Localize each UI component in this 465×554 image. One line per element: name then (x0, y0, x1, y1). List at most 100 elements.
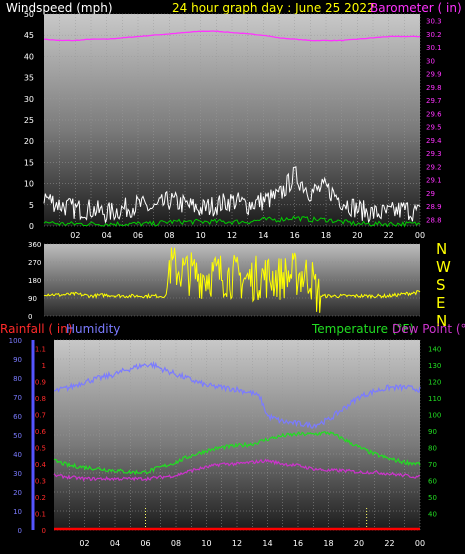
windspeed-tick-9: 45 (24, 31, 34, 40)
windspeed-tick-10: 50 (24, 10, 34, 19)
windspeed-tick-6: 30 (24, 95, 34, 104)
direction-tick-2: 180 (28, 277, 41, 285)
compass-labels: N W S E N (436, 240, 451, 330)
barometer-tick-2: 29 (426, 190, 435, 198)
wind-hour-label-5: 12 (227, 231, 237, 240)
barometer-axis-title: Barometer ( in) (370, 1, 462, 15)
temperature-tick-6: 100 (428, 411, 441, 419)
barometer-tick-11: 29.9 (426, 71, 442, 79)
temperature-axis-title: Temperature (°F) (311, 322, 414, 336)
rainfall-tick-6: 0.6 (35, 428, 47, 436)
barometer-tick-5: 29.3 (426, 150, 442, 158)
wind-hour-label-11: 00 (415, 231, 425, 240)
humidity-tick-4: 40 (13, 451, 22, 459)
rainfall-tick-10: 1 (42, 362, 46, 370)
humidity-hour-label-8: 18 (323, 539, 333, 548)
temperature-tick-9: 130 (428, 362, 441, 370)
windspeed-tick-7: 35 (24, 74, 34, 83)
temperature-tick-7: 110 (428, 395, 441, 403)
humidity-tick-8: 80 (13, 375, 22, 383)
barometer-tick-4: 29.2 (426, 163, 442, 171)
wind-hour-label-7: 16 (290, 231, 300, 240)
temperature-line (53, 431, 421, 476)
direction-panel-background (44, 244, 420, 316)
wind-panel-hour-labels: 02 04 06 08 10 12 14 16 18 20 22 00 (70, 231, 425, 240)
direction-tick-0: 0 (28, 313, 32, 321)
compass-label-s: S (436, 276, 446, 294)
humidity-hour-label-4: 10 (201, 539, 211, 548)
humidity-tick-7: 70 (13, 394, 22, 402)
humidity-tick-3: 30 (13, 470, 22, 478)
wind-hour-label-0: 02 (70, 231, 80, 240)
windspeed-tick-5: 25 (24, 116, 34, 125)
rainfall-tick-8: 0.8 (35, 395, 46, 403)
barometer-tick-9: 29.7 (426, 97, 442, 105)
barometer-tick-0: 28.8 (426, 216, 442, 224)
dew-point-line (53, 458, 421, 482)
humidity-hour-label-6: 14 (262, 539, 272, 548)
wind-hour-label-4: 10 (196, 231, 206, 240)
humidity-tick-5: 50 (13, 432, 22, 440)
temperature-tick-3: 70 (428, 461, 437, 469)
windspeed-tick-0: 0 (29, 222, 34, 231)
humidity-hour-label-11: 00 (415, 539, 425, 548)
compass-label-w: W (436, 258, 451, 276)
rainfall-tick-5: 0.5 (35, 444, 46, 452)
humidity-panel-series (53, 360, 421, 531)
temperature-tick-4: 80 (428, 444, 437, 452)
wind-hour-label-2: 06 (133, 231, 143, 240)
rainfall-tick-11: 1.1 (35, 345, 46, 353)
barometer-tick-1: 28.9 (426, 203, 442, 211)
barometer-tick-13: 30.1 (426, 44, 442, 52)
humidity-tick-1: 10 (13, 508, 22, 516)
windspeed-avg-line (43, 215, 421, 228)
direction-tick-1: 90 (28, 295, 37, 303)
temperature-tick-10: 140 (428, 345, 441, 353)
wind-hour-label-8: 18 (321, 231, 331, 240)
humidity-hour-label-5: 12 (232, 539, 242, 548)
temperature-tick-2: 60 (428, 477, 437, 485)
barometer-tick-8: 29.6 (426, 110, 442, 118)
wind-panel-series (43, 30, 421, 228)
temperature-tick-1: 50 (428, 494, 437, 502)
barometer-tick-15: 30.3 (426, 18, 442, 26)
barometer-tick-3: 29.1 (426, 177, 442, 185)
compass-label-n-top: N (436, 240, 447, 258)
wind-hour-label-9: 20 (352, 231, 362, 240)
temperature-tick-5: 90 (428, 428, 437, 436)
humidity-tick-2: 20 (13, 489, 22, 497)
humidity-tick-9: 90 (13, 356, 22, 364)
wind-hour-label-10: 22 (384, 231, 394, 240)
direction-tick-4: 360 (28, 241, 41, 249)
compass-label-n-bottom: N (436, 312, 447, 330)
direction-line (43, 247, 421, 313)
wind-hour-label-6: 14 (258, 231, 268, 240)
humidity-axis-title: Humidity (66, 322, 120, 336)
windspeed-tick-2: 10 (24, 180, 34, 189)
humidity-hour-label-2: 06 (140, 539, 150, 548)
wind-panel-grid (44, 13, 421, 227)
temperature-tick-0: 40 (428, 510, 437, 518)
barometer-tick-10: 29.8 (426, 84, 442, 92)
rainfall-tick-7: 0.7 (35, 411, 46, 419)
humidity-tick-10: 100 (9, 337, 22, 345)
humidity-tick-6: 60 (13, 413, 22, 421)
rainfall-tick-1: 0.1 (35, 510, 46, 518)
humidity-tick-0: 0 (18, 527, 22, 535)
humidity-panel-hour-labels: 02 04 06 08 10 12 14 16 18 20 22 00 (79, 539, 425, 548)
barometer-tick-6: 29.4 (426, 137, 442, 145)
windspeed-axis-title: Windspeed (mph) (6, 1, 113, 15)
windspeed-tick-4: 20 (24, 137, 34, 146)
windspeed-tick-labels: 0 5 10 15 20 25 30 35 40 45 50 (24, 10, 34, 231)
dew-point-axis-title: Dew Point (°F) (392, 322, 465, 336)
humidity-line (54, 360, 421, 429)
rainfall-tick-0: 0 (42, 527, 46, 535)
humidity-hour-label-3: 08 (171, 539, 181, 548)
humidity-hour-label-1: 04 (110, 539, 120, 548)
rainfall-tick-labels: 0 0.1 0.2 0.3 0.4 0.5 0.6 0.7 0.8 0.9 1 1.1 (35, 345, 47, 535)
rainfall-tick-2: 0.2 (35, 494, 46, 502)
windspeed-tick-1: 5 (29, 201, 34, 210)
temperature-tick-labels: 40 50 60 70 80 90 100 110 120 130 140 (428, 345, 441, 518)
